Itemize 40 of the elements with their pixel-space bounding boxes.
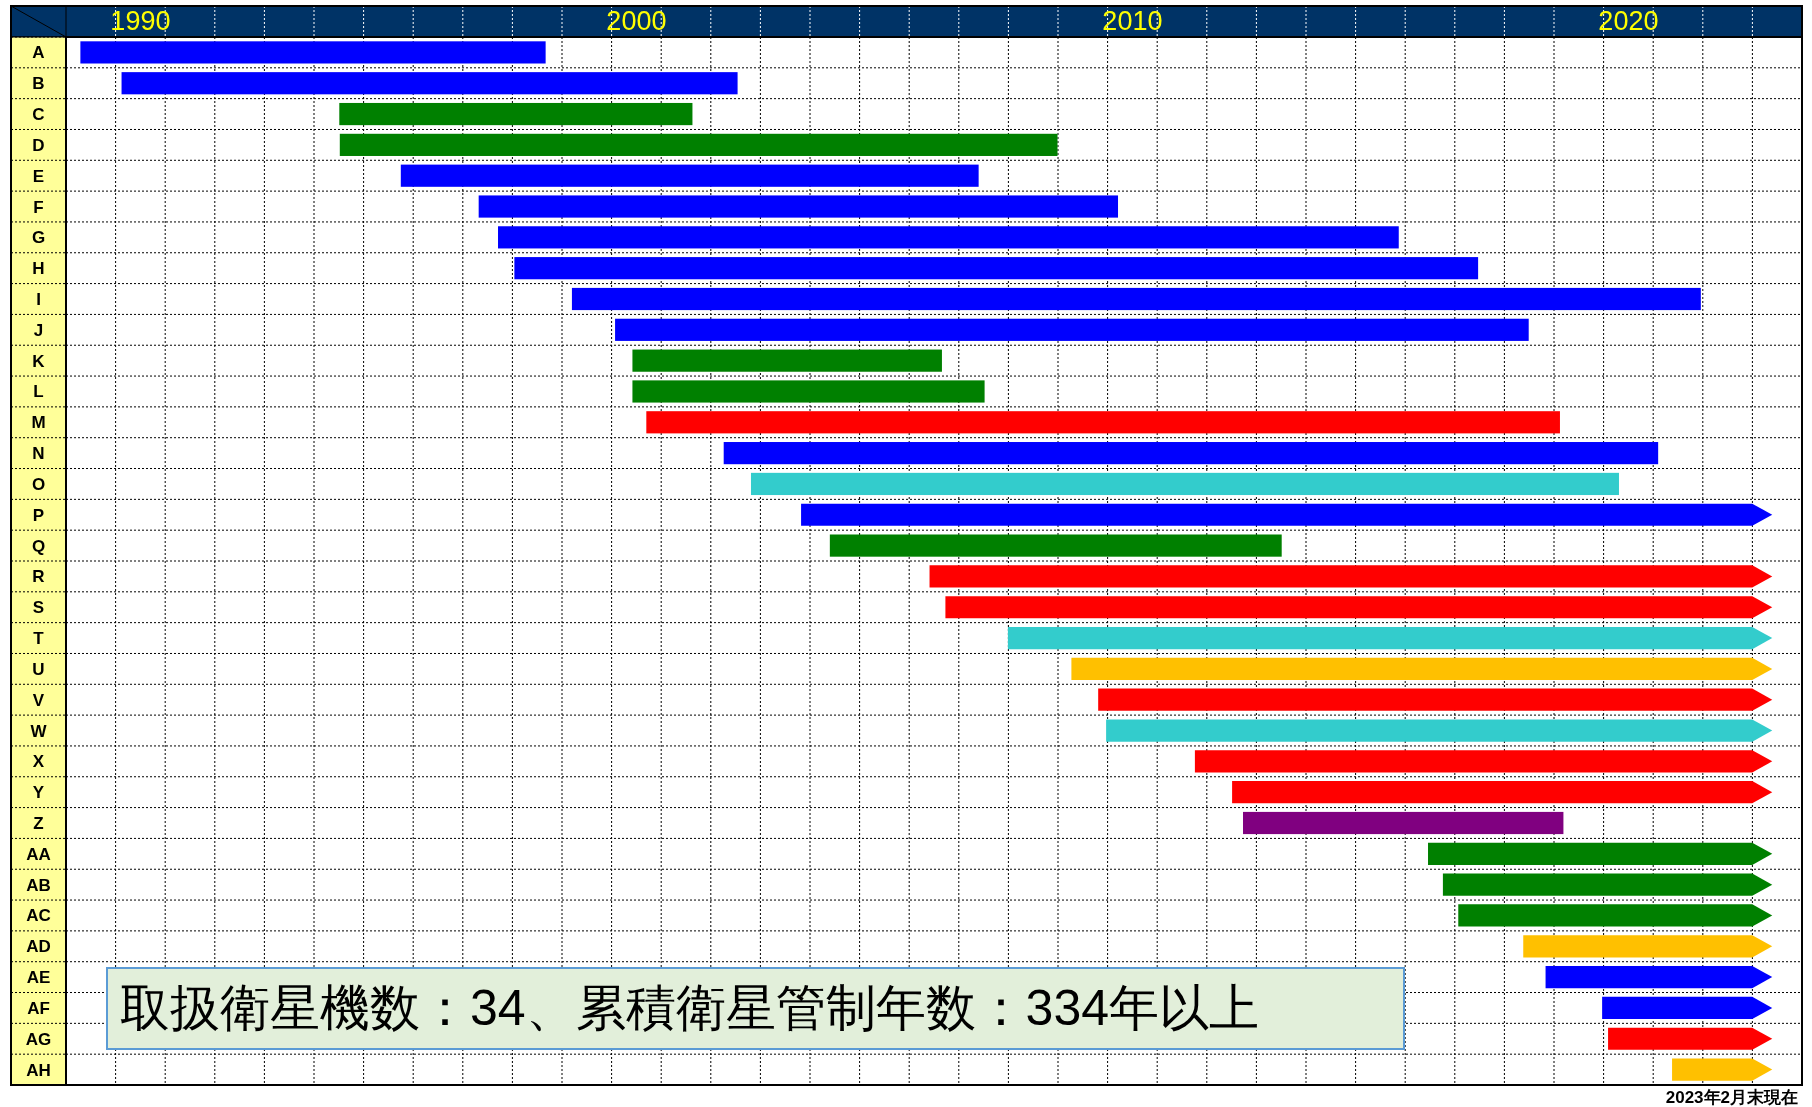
x-tick-label: 1990 [110, 6, 171, 36]
y-tick-label: AG [25, 1029, 52, 1049]
y-tick-label: B [32, 74, 45, 94]
y-tick-label: C [32, 105, 45, 125]
y-tick-label: G [31, 228, 46, 248]
y-tick-label: Q [31, 536, 46, 556]
y-tick-label: X [32, 752, 45, 772]
y-tick-label: AH [26, 1060, 51, 1080]
y-tick-label: R [32, 567, 45, 587]
y-tick-label: N [32, 444, 45, 464]
y-tick-label: L [33, 382, 44, 402]
y-tick-label: H [32, 259, 45, 279]
y-tick-label: I [36, 290, 41, 309]
y-tick-label: Y [32, 783, 45, 803]
y-tick-label: AF [27, 998, 50, 1018]
x-tick-label: 2000 [606, 6, 667, 36]
y-tick-label: Z [33, 814, 44, 833]
y-tick-label: E [32, 166, 45, 186]
text: 2023年2月末現在 [1665, 1088, 1798, 1107]
y-tick-label: F [33, 197, 44, 217]
y-tick-label: K [32, 351, 46, 371]
y-tick-label: O [31, 474, 46, 494]
y-tick-label: AD [26, 937, 51, 957]
y-tick-label: A [32, 43, 45, 63]
y-tick-label: S [32, 598, 45, 618]
y-tick-label: T [33, 629, 45, 649]
x-tick-label: 2020 [1598, 6, 1659, 36]
y-tick-label: W [30, 721, 48, 741]
y-tick-label: V [32, 690, 45, 710]
y-tick-label: P [32, 505, 45, 525]
annotation: 取扱衛星機数：34、累積衛星管制年数：334年以上 [120, 980, 1260, 1036]
y-tick-label: U [32, 659, 45, 679]
y-tick-label: M [31, 413, 46, 433]
y-tick-label: J [33, 320, 44, 340]
y-tick-label: D [32, 135, 45, 155]
x-tick-label: 2010 [1102, 6, 1163, 36]
y-tick-label: AE [26, 968, 51, 988]
y-tick-label: AB [26, 875, 51, 895]
y-tick-label: AA [26, 844, 51, 864]
y-tick-label: AC [26, 906, 51, 926]
